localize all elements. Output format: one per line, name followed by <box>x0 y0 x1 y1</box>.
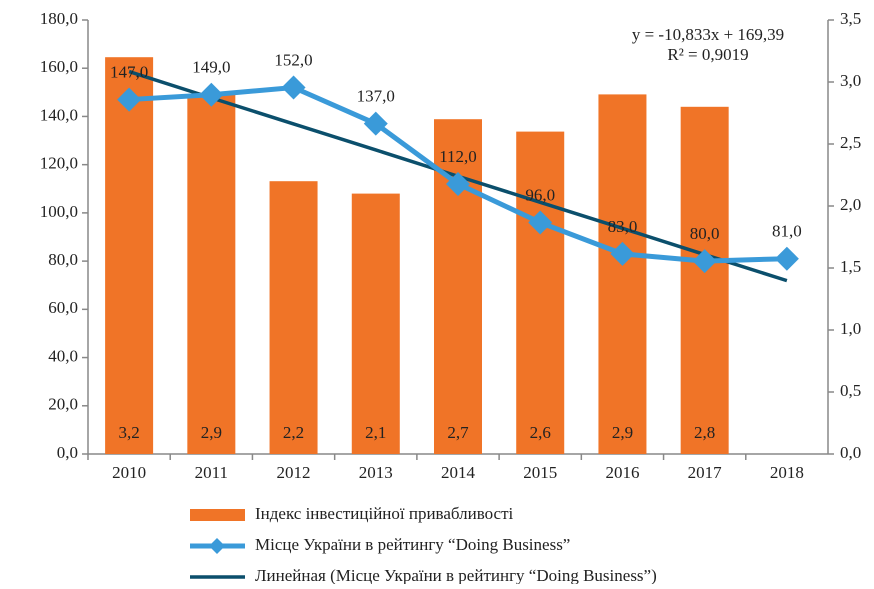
line-value-label: 81,0 <box>772 222 802 241</box>
line-value-label: 152,0 <box>274 50 312 69</box>
line-marker <box>117 87 142 112</box>
bar-value-label: 2,7 <box>447 423 469 442</box>
x-tick-label: 2010 <box>112 463 146 482</box>
x-tick-label: 2011 <box>195 463 228 482</box>
annotation: y = -10,833x + 169,39 <box>632 25 784 44</box>
bar-value-label: 2,9 <box>201 423 222 442</box>
legend-label: Місце України в рейтингу “Doing Business… <box>255 535 570 554</box>
y-tick-label: 120,0 <box>40 154 78 173</box>
bar <box>680 106 729 455</box>
y-tick-label: 60,0 <box>48 298 78 317</box>
legend-swatch <box>190 509 245 521</box>
y-tick-label: 80,0 <box>48 250 78 269</box>
y-tick-label: 0,0 <box>57 443 78 462</box>
y2-tick-label: 3,0 <box>840 71 861 90</box>
annotation: R² = 0,9019 <box>667 45 748 64</box>
legend-marker <box>209 538 225 554</box>
y-tick-label: 160,0 <box>40 57 78 76</box>
y-tick-label: 180,0 <box>40 9 78 28</box>
bar-value-label: 2,1 <box>365 423 386 442</box>
bar <box>598 94 647 455</box>
line-value-label: 96,0 <box>525 185 555 204</box>
bar <box>187 94 236 455</box>
line-marker <box>363 111 388 136</box>
line-marker <box>446 171 470 196</box>
x-tick-label: 2018 <box>770 463 804 482</box>
bar <box>516 131 565 454</box>
y2-tick-label: 2,5 <box>840 133 861 152</box>
y-tick-label: 40,0 <box>48 346 78 365</box>
line-value-label: 112,0 <box>439 147 477 166</box>
x-tick-label: 2016 <box>605 463 639 482</box>
bar-value-label: 2,6 <box>530 423 551 442</box>
x-tick-label: 2012 <box>277 463 311 482</box>
line-marker <box>199 82 224 107</box>
x-tick-label: 2013 <box>359 463 393 482</box>
y2-tick-label: 1,0 <box>840 319 861 338</box>
x-tick-label: 2014 <box>441 463 476 482</box>
y2-tick-label: 2,0 <box>840 195 861 214</box>
y2-tick-label: 0,0 <box>840 443 861 462</box>
bar-value-label: 2,2 <box>283 423 304 442</box>
line-value-label: 147,0 <box>110 62 148 81</box>
y-tick-label: 140,0 <box>40 105 78 124</box>
y-tick-label: 20,0 <box>48 395 78 414</box>
legend-label: Линейная (Місце України в рейтингу “Doin… <box>255 566 657 584</box>
y-tick-label: 100,0 <box>40 202 78 221</box>
bar-value-label: 2,8 <box>694 423 715 442</box>
legend-label: Індекс інвестиційної привабливості <box>255 504 514 523</box>
bar <box>351 193 400 454</box>
line-marker <box>528 210 553 235</box>
bar <box>269 181 318 454</box>
line-value-label: 149,0 <box>192 58 230 77</box>
line-marker <box>692 249 717 274</box>
y2-tick-label: 0,5 <box>840 381 861 400</box>
y2-tick-label: 3,5 <box>840 9 861 28</box>
bar <box>105 57 154 454</box>
x-tick-label: 2017 <box>688 463 723 482</box>
x-tick-label: 2015 <box>523 463 557 482</box>
line-value-label: 80,0 <box>690 224 720 243</box>
line-marker <box>281 75 306 100</box>
y2-tick-label: 1,5 <box>840 257 861 276</box>
line-value-label: 137,0 <box>357 87 395 106</box>
bar-value-label: 2,9 <box>612 423 633 442</box>
line-value-label: 83,0 <box>608 217 638 236</box>
line-marker <box>774 246 799 271</box>
line-marker <box>610 241 635 266</box>
bar-value-label: 3,2 <box>118 423 139 442</box>
